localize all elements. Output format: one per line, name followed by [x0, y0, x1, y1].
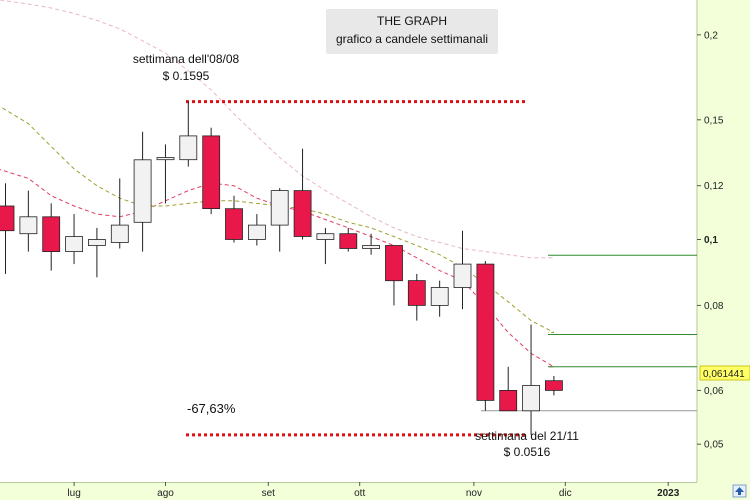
candle: [88, 227, 106, 278]
candle-body: [202, 135, 221, 209]
candle-body: [133, 159, 152, 223]
candle-body: [407, 280, 426, 306]
y-tick-label: 0,15: [704, 115, 724, 126]
current-price-tag: [699, 365, 750, 381]
candle: [202, 127, 221, 215]
chart-title: THE GRAPH: [377, 14, 447, 28]
candle: [0, 183, 15, 274]
title-box: [326, 9, 498, 54]
candle: [430, 280, 449, 317]
candle-body: [362, 245, 381, 249]
y-tick-label: 0,12: [704, 181, 724, 192]
moving-average-pink: [0, 0, 554, 259]
candle-body: [545, 380, 563, 391]
candle: [385, 245, 403, 306]
scroll-arrow-icon[interactable]: [732, 484, 747, 498]
y-tick-label: 0,05: [704, 440, 724, 451]
candle: [316, 227, 335, 265]
y-tick-label: 0,1: [704, 235, 718, 246]
candle-body: [19, 216, 38, 235]
price-levels: [186, 100, 697, 437]
candle-body: [247, 224, 266, 240]
annotation-drop-percent: -67,63%: [187, 401, 236, 416]
x-tick-label: nov: [466, 488, 482, 499]
x-tick-label: lug: [67, 488, 80, 499]
annotation-high-price: $ 0.1595: [163, 69, 210, 83]
candle-body: [522, 385, 540, 412]
candle: [156, 144, 175, 204]
candle-body: [385, 245, 403, 282]
candle: [42, 203, 61, 271]
candle: [179, 101, 198, 167]
candle-body: [65, 236, 83, 253]
candle-body: [88, 239, 106, 246]
candle-body: [430, 287, 449, 306]
y-axis: 0,2 0,15 0,12 0,1 0,08 0,06 0,05: [697, 30, 724, 451]
candle-body: [453, 263, 472, 288]
y-tick-label: 0,2: [704, 30, 718, 41]
candle-body: [225, 208, 243, 240]
candle-body: [339, 233, 358, 249]
candle-body: [179, 135, 198, 161]
candle: [270, 188, 289, 252]
x-tick-label: set: [262, 488, 276, 499]
time-axis-panel: [0, 482, 750, 500]
candles: [0, 101, 563, 435]
candle-body: [293, 190, 312, 237]
moving-averages: [0, 0, 556, 368]
moving-average-red: [0, 169, 556, 368]
candle-body: [476, 263, 495, 401]
candle: [19, 190, 38, 252]
candle-body: [0, 205, 15, 232]
candle-body: [42, 216, 61, 253]
candle: [110, 178, 129, 249]
candle-body: [156, 157, 175, 161]
candle-body: [110, 224, 129, 243]
y-tick-label: 0,08: [704, 301, 724, 312]
candle-body: [499, 389, 518, 412]
candle: [225, 195, 243, 243]
x-tick-label: ago: [157, 488, 174, 499]
x-tick-label: ott: [354, 488, 365, 499]
candle: [65, 214, 83, 265]
candle: [453, 230, 472, 310]
candle: [293, 148, 312, 240]
candle-body: [316, 233, 335, 240]
candle: [407, 273, 426, 321]
price-axis-panel: [697, 0, 750, 482]
candle: [499, 366, 518, 412]
x-tick-label: 2023: [657, 488, 680, 499]
x-axis: lug ago set ott nov dic 2023: [67, 482, 680, 499]
candle: [362, 233, 381, 255]
candle: [339, 227, 358, 252]
candle: [476, 261, 495, 411]
annotation-high-date: settimana dell'08/08: [133, 52, 240, 66]
y-tick-label: 0,06: [704, 386, 724, 397]
annotation-low-price: $ 0.0516: [504, 445, 551, 459]
candle-body: [270, 190, 289, 226]
candle: [133, 131, 152, 252]
candle: [545, 376, 563, 396]
current-price-label: 0,061441: [703, 369, 745, 380]
candle: [247, 214, 266, 246]
candle: [522, 324, 540, 435]
annotation-low-date: settimana del 21/11: [475, 429, 579, 443]
chart-subtitle: grafico a candele settimanali: [336, 32, 488, 46]
x-tick-label: dic: [559, 488, 572, 499]
